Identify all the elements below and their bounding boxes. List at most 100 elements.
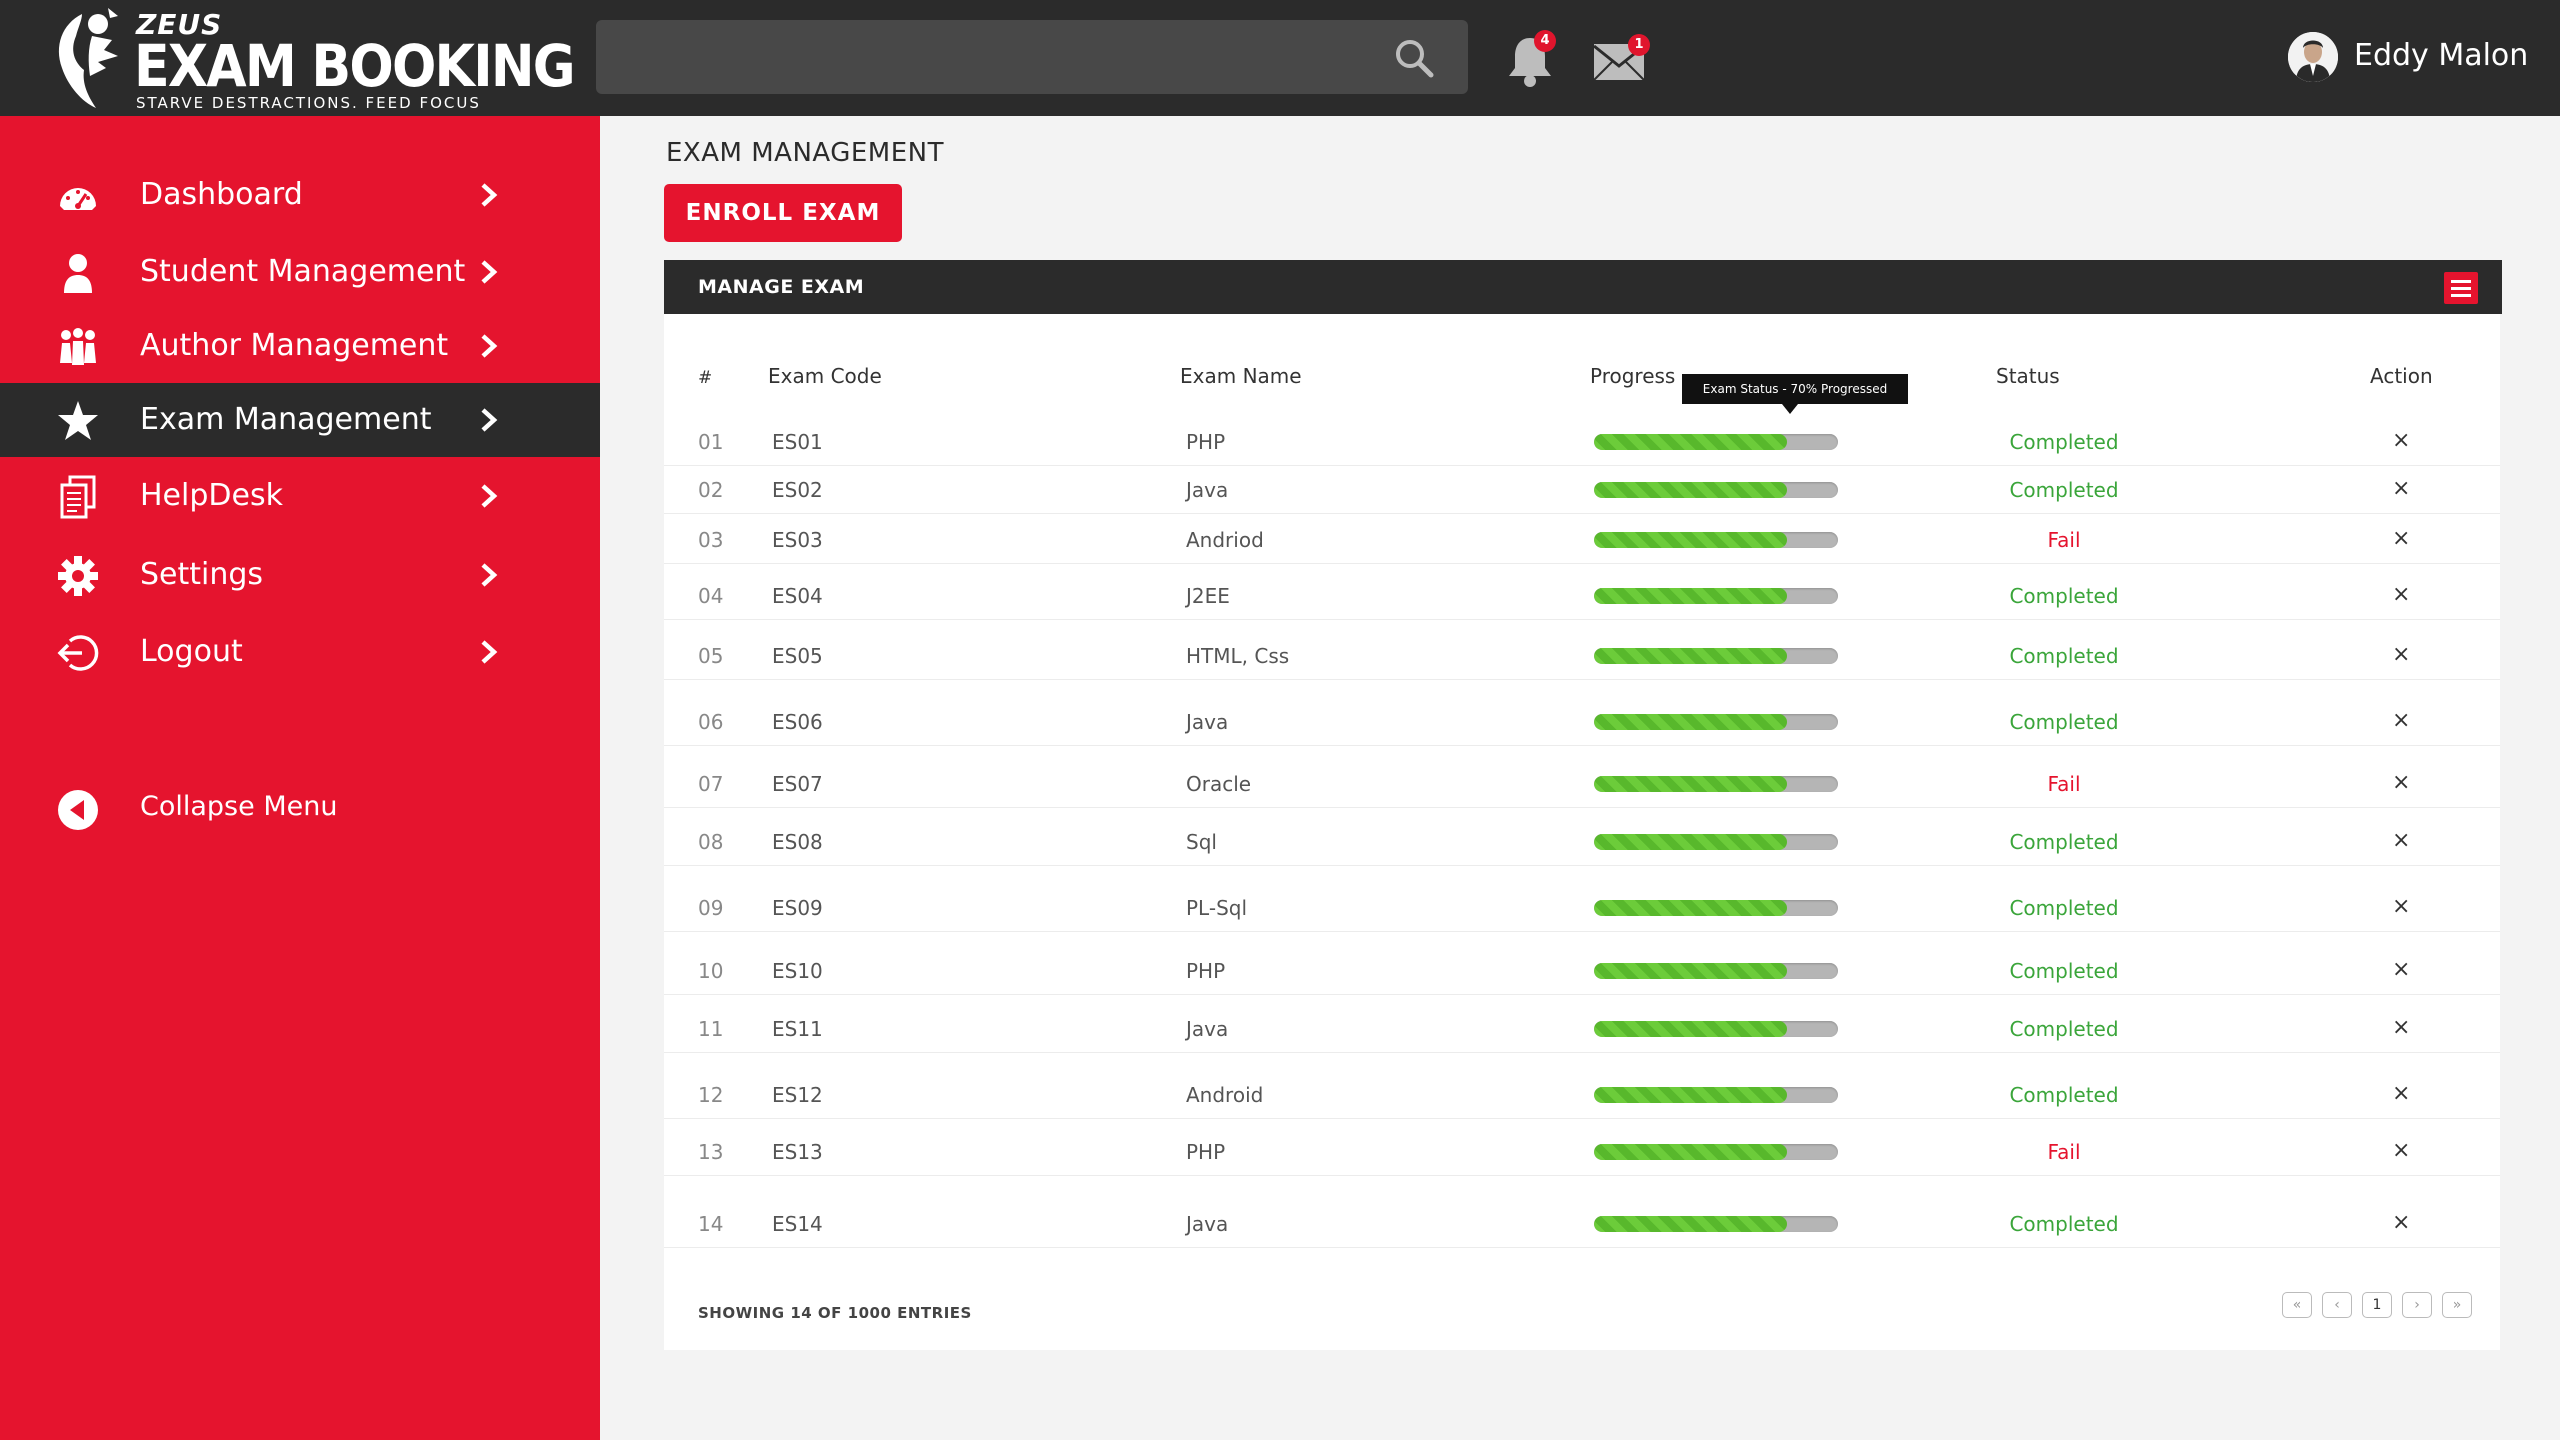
- progress-bar[interactable]: [1594, 532, 1838, 548]
- delete-icon[interactable]: ×: [2392, 642, 2411, 667]
- sidebar-item-settings[interactable]: Settings: [0, 538, 600, 612]
- delete-icon[interactable]: ×: [2392, 828, 2411, 853]
- table-row[interactable]: 13 ES13 PHP Fail ×: [664, 1128, 2500, 1176]
- progress-bar[interactable]: [1594, 963, 1838, 979]
- row-number: 03: [698, 528, 724, 552]
- progress-bar-fill: [1594, 1216, 1787, 1232]
- delete-icon[interactable]: ×: [2392, 476, 2411, 501]
- exam-name: PHP: [1186, 430, 1226, 454]
- search-input[interactable]: [596, 20, 1376, 94]
- row-number: 07: [698, 772, 724, 796]
- exam-code: ES13: [772, 1140, 823, 1164]
- progress-bar-fill: [1594, 963, 1787, 979]
- chevron-right-icon: [478, 639, 500, 665]
- table-row[interactable]: 07 ES07 Oracle Fail ×: [664, 760, 2500, 808]
- pagination-last-button[interactable]: »: [2442, 1292, 2472, 1318]
- table-row[interactable]: 14 ES14 Java Completed ×: [664, 1200, 2500, 1248]
- zeus-logo-icon: [58, 8, 118, 108]
- column-header-exam-code: Exam Code: [768, 364, 882, 388]
- exam-code: ES01: [772, 430, 823, 454]
- sidebar-item-exam-management[interactable]: Exam Management: [0, 383, 600, 457]
- delete-icon[interactable]: ×: [2392, 582, 2411, 607]
- pagination-next-button[interactable]: ›: [2402, 1292, 2432, 1318]
- sidebar-item-author-management[interactable]: Author Management: [0, 309, 600, 383]
- delete-icon[interactable]: ×: [2392, 428, 2411, 453]
- table-row[interactable]: 08 ES08 Sql Completed ×: [664, 818, 2500, 866]
- search-icon[interactable]: [1394, 38, 1434, 78]
- hamburger-menu-icon[interactable]: [2444, 272, 2478, 304]
- table-row[interactable]: 06 ES06 Java Completed ×: [664, 698, 2500, 746]
- table-row[interactable]: 02 ES02 Java Completed ×: [664, 466, 2500, 514]
- progress-bar-fill: [1594, 1087, 1787, 1103]
- delete-icon[interactable]: ×: [2392, 1081, 2411, 1106]
- sidebar-item-logout[interactable]: Logout: [0, 615, 600, 689]
- status-label: Fail: [2047, 528, 2081, 552]
- table-row[interactable]: 03 ES03 Andriod Fail ×: [664, 516, 2500, 564]
- sidebar-item-helpdesk[interactable]: HelpDesk: [0, 459, 600, 533]
- progress-bar-fill: [1594, 1144, 1787, 1160]
- pagination-page-1[interactable]: 1: [2362, 1292, 2392, 1318]
- progress-bar[interactable]: [1594, 648, 1838, 664]
- sidebar-item-student-management[interactable]: Student Management: [0, 235, 600, 309]
- exam-name: Java: [1186, 1017, 1229, 1041]
- sidebar-item-label: HelpDesk: [140, 478, 283, 513]
- sidebar-item-label: Student Management: [140, 254, 466, 289]
- progress-bar[interactable]: [1594, 714, 1838, 730]
- user-icon: [56, 251, 100, 295]
- pagination-first-button[interactable]: «: [2282, 1292, 2312, 1318]
- status-label: Completed: [2009, 959, 2119, 983]
- progress-bar[interactable]: [1594, 588, 1838, 604]
- delete-icon[interactable]: ×: [2392, 770, 2411, 795]
- collapse-menu-button[interactable]: Collapse Menu: [0, 772, 600, 846]
- messages-badge: 1: [1628, 34, 1650, 56]
- exam-name: PL-Sql: [1186, 896, 1248, 920]
- status-label: Completed: [2009, 644, 2119, 668]
- sidebar-item-dashboard[interactable]: Dashboard: [0, 158, 600, 232]
- status-label: Completed: [2009, 1017, 2119, 1041]
- exam-name: PHP: [1186, 1140, 1226, 1164]
- progress-bar[interactable]: [1594, 434, 1838, 450]
- progress-bar-fill: [1594, 482, 1787, 498]
- delete-icon[interactable]: ×: [2392, 894, 2411, 919]
- logo-tagline: STARVE DESTRACTIONS. FEED FOCUS: [136, 94, 481, 112]
- table-row[interactable]: 09 ES09 PL-Sql Completed ×: [664, 884, 2500, 932]
- avatar[interactable]: [2288, 32, 2338, 82]
- progress-bar-fill: [1594, 834, 1787, 850]
- exam-code: ES10: [772, 959, 823, 983]
- progress-bar-fill: [1594, 434, 1787, 450]
- delete-icon[interactable]: ×: [2392, 526, 2411, 551]
- progress-bar[interactable]: [1594, 900, 1838, 916]
- logo[interactable]: ZEUS EXAM BOOKING STARVE DESTRACTIONS. F…: [52, 6, 576, 114]
- chevron-right-icon: [478, 182, 500, 208]
- user-name[interactable]: Eddy Malon: [2354, 38, 2529, 73]
- progress-bar[interactable]: [1594, 1144, 1838, 1160]
- sidebar-item-label: Dashboard: [140, 177, 303, 212]
- delete-icon[interactable]: ×: [2392, 957, 2411, 982]
- progress-bar[interactable]: [1594, 1087, 1838, 1103]
- table-row[interactable]: 10 ES10 PHP Completed ×: [664, 947, 2500, 995]
- progress-bar[interactable]: [1594, 834, 1838, 850]
- table-row[interactable]: 05 ES05 HTML, Css Completed ×: [664, 632, 2500, 680]
- table-row[interactable]: 01 ES01 PHP Completed ×: [664, 418, 2500, 466]
- table-row[interactable]: 04 ES04 J2EE Completed ×: [664, 572, 2500, 620]
- group-icon: [56, 325, 100, 369]
- progress-bar[interactable]: [1594, 1216, 1838, 1232]
- table-row[interactable]: 11 ES11 Java Completed ×: [664, 1005, 2500, 1053]
- pagination-prev-button[interactable]: ‹: [2322, 1292, 2352, 1318]
- delete-icon[interactable]: ×: [2392, 1015, 2411, 1040]
- delete-icon[interactable]: ×: [2392, 1210, 2411, 1235]
- sidebar-item-label: Settings: [140, 557, 264, 592]
- enroll-exam-button[interactable]: ENROLL EXAM: [664, 184, 902, 242]
- progress-bar[interactable]: [1594, 776, 1838, 792]
- status-label: Completed: [2009, 1212, 2119, 1236]
- status-label: Fail: [2047, 772, 2081, 796]
- row-number: 09: [698, 896, 724, 920]
- progress-bar[interactable]: [1594, 482, 1838, 498]
- table-row[interactable]: 12 ES12 Android Completed ×: [664, 1071, 2500, 1119]
- delete-icon[interactable]: ×: [2392, 708, 2411, 733]
- progress-tooltip: Exam Status - 70% Progressed: [1682, 374, 1908, 404]
- column-header-action: Action: [2370, 364, 2433, 388]
- progress-bar[interactable]: [1594, 1021, 1838, 1037]
- delete-icon[interactable]: ×: [2392, 1138, 2411, 1163]
- progress-bar-fill: [1594, 648, 1787, 664]
